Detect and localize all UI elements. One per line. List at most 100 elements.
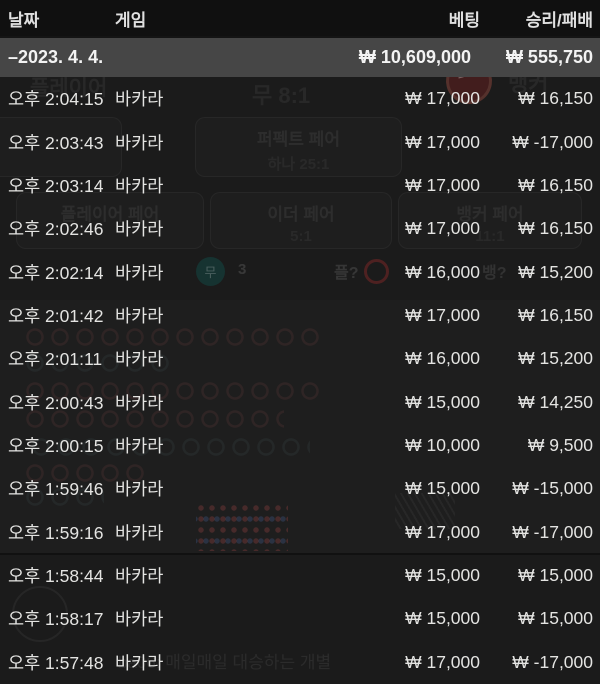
row-game: 바카라 [115,566,164,587]
bg-banker-ring [364,259,389,284]
row-bet: ₩ 17,000 [405,174,480,195]
row-time: 오후 1:59:46 [8,479,104,500]
summary-bet-total: ₩ 10,609,000 [358,47,471,67]
row-bet: ₩ 15,000 [405,565,480,586]
table-row: 오후 2:03:14 바카라 ₩ 17,000 ₩ 16,150 [0,164,600,207]
table-row: 오후 1:57:48 바카라 ₩ 17,000 ₩ -17,000 [0,641,600,684]
bg-hatch-texture [395,493,455,529]
row-time: 오후 1:58:44 [8,566,104,587]
row-game: 바카라 [115,436,164,457]
row-winloss: ₩ 9,500 [527,435,593,456]
row-time: 오후 2:01:11 [8,349,103,370]
row-game: 바카라 [115,609,164,630]
row-time: 오후 2:02:46 [8,219,104,240]
summary-winloss-total: ₩ 555,750 [505,47,593,67]
header-bet: 베팅 [448,10,480,30]
bg-player-guess: 플? [334,265,359,282]
row-bet: ₩ 17,000 [405,218,480,239]
row-game: 바카라 [115,262,164,283]
table-row: 오후 2:04:15 바카라 ₩ 17,000 ₩ 16,150 [0,77,600,120]
row-time: 오후 2:00:43 [8,392,104,413]
row-bet: ₩ 15,000 [405,478,480,499]
bg-roadmap-row [24,486,104,508]
summary-date: –2023. 4. 4. [8,47,104,67]
header-winloss: 승리/패배 [525,10,593,30]
row-game: 바카라 [115,305,164,326]
row-winloss: ₩ 15,200 [518,348,593,369]
row-bet: ₩ 17,000 [405,521,480,542]
row-game: 바카라 [115,652,164,673]
table-row: 오후 1:59:16 바카라 ₩ 17,000 ₩ -17,000 [0,511,600,554]
table-row: 오후 1:58:44 바카라 ₩ 15,000 ₩ 15,000 [0,554,600,597]
table-row: 오후 2:01:42 바카라 ₩ 17,000 ₩ 16,150 [0,294,600,337]
row-winloss: ₩ -17,000 [512,651,593,672]
table-row: 오후 2:01:11 바카라 ₩ 16,000 ₩ 15,200 [0,337,600,380]
row-game: 바카라 [115,392,164,413]
row-winloss: ₩ -17,000 [512,131,593,152]
row-game: 바카라 [115,175,164,196]
bg-roadmap-row [24,380,324,402]
bg-player-pair-box: 플레이어 페어 [16,192,204,249]
table-row: 오후 2:00:43 바카라 ₩ 15,000 ₩ 14,250 [0,381,600,424]
row-winloss: ₩ 15,000 [518,608,593,629]
row-winloss: ₩ 15,200 [518,261,593,282]
row-time: 오후 1:58:17 [8,609,104,630]
row-winloss: ₩ 14,250 [518,391,593,412]
bg-tie-badge: 무 [196,257,225,286]
date-group-summary-row[interactable]: –2023. 4. 4. ₩ 10,609,000 ₩ 555,750 [0,36,600,77]
table-row: 오후 2:00:15 바카라 ₩ 10,000 ₩ 9,500 [0,424,600,467]
table-row: 오후 2:03:43 바카라 ₩ 17,000 ₩ -17,000 [0,120,600,163]
header-date: 날짜 [8,10,40,30]
row-game: 바카라 [115,479,164,500]
row-bet: ₩ 17,000 [405,131,480,152]
bg-panel-edge [0,553,600,555]
table-row: 오후 2:02:14 바카라 ₩ 16,000 ₩ 15,200 [0,250,600,293]
bg-left-bet-box [0,117,122,177]
header-game: 게임 [115,10,147,30]
row-game: 바카라 [115,132,164,153]
table-header: 날짜 게임 베팅 승리/패배 [0,0,600,36]
bg-tie-odds-label: 무 8:1 [252,83,311,108]
row-time: 오후 2:01:42 [8,305,104,326]
row-bet: ₩ 16,000 [405,348,480,369]
row-game: 바카라 [115,522,164,543]
row-winloss: ₩ 15,000 [518,565,593,586]
table-row: 오후 2:02:46 바카라 ₩ 17,000 ₩ 16,150 [0,207,600,250]
row-winloss: ₩ 16,150 [518,304,593,325]
row-winloss: ₩ -15,000 [512,478,593,499]
history-rows: 오후 2:04:15 바카라 ₩ 17,000 ₩ 16,150 오후 2:03… [0,77,600,684]
row-bet: ₩ 17,000 [405,88,480,109]
bg-either-pair-box: 이더 페어 5:1 [210,192,392,249]
row-bet: ₩ 10,000 [405,435,480,456]
row-time: 오후 2:00:15 [8,436,104,457]
row-bet: ₩ 17,000 [405,651,480,672]
row-time: 오후 1:59:16 [8,522,104,543]
table-row: 오후 1:58:17 바카라 ₩ 15,000 ₩ 15,000 [0,597,600,640]
bg-roadmap-row [30,436,310,458]
row-game: 바카라 [115,349,164,370]
row-winloss: ₩ -17,000 [512,521,593,542]
row-time: 오후 2:04:15 [8,89,104,110]
bg-bead-road [196,503,288,551]
row-winloss: ₩ 16,150 [518,218,593,239]
bg-banker-pair-box: 뱅커 페어 11:1 [398,192,582,249]
row-winloss: ₩ 16,150 [518,88,593,109]
bg-roadmap-row [24,352,174,374]
bg-roadmap-row [24,462,144,484]
row-game: 바카라 [115,219,164,240]
bg-player-label: 플레이어 [30,77,108,100]
row-time: 오후 2:03:43 [8,132,104,153]
row-time: 오후 2:03:14 [8,175,104,196]
row-time: 오후 1:57:48 [8,652,104,673]
bg-roadmap-row [24,326,324,348]
row-time: 오후 2:02:14 [8,262,104,283]
row-bet: ₩ 15,000 [405,391,480,412]
bg-roadmap-row [24,408,284,430]
row-bet: ₩ 15,000 [405,608,480,629]
bg-chat-line: ba06: 매일매일 대승하는 개별 [118,653,332,672]
row-bet: ₩ 16,000 [405,261,480,282]
bg-perfect-pair-box: 퍼펙트 페어 하나 25:1 [195,117,402,177]
